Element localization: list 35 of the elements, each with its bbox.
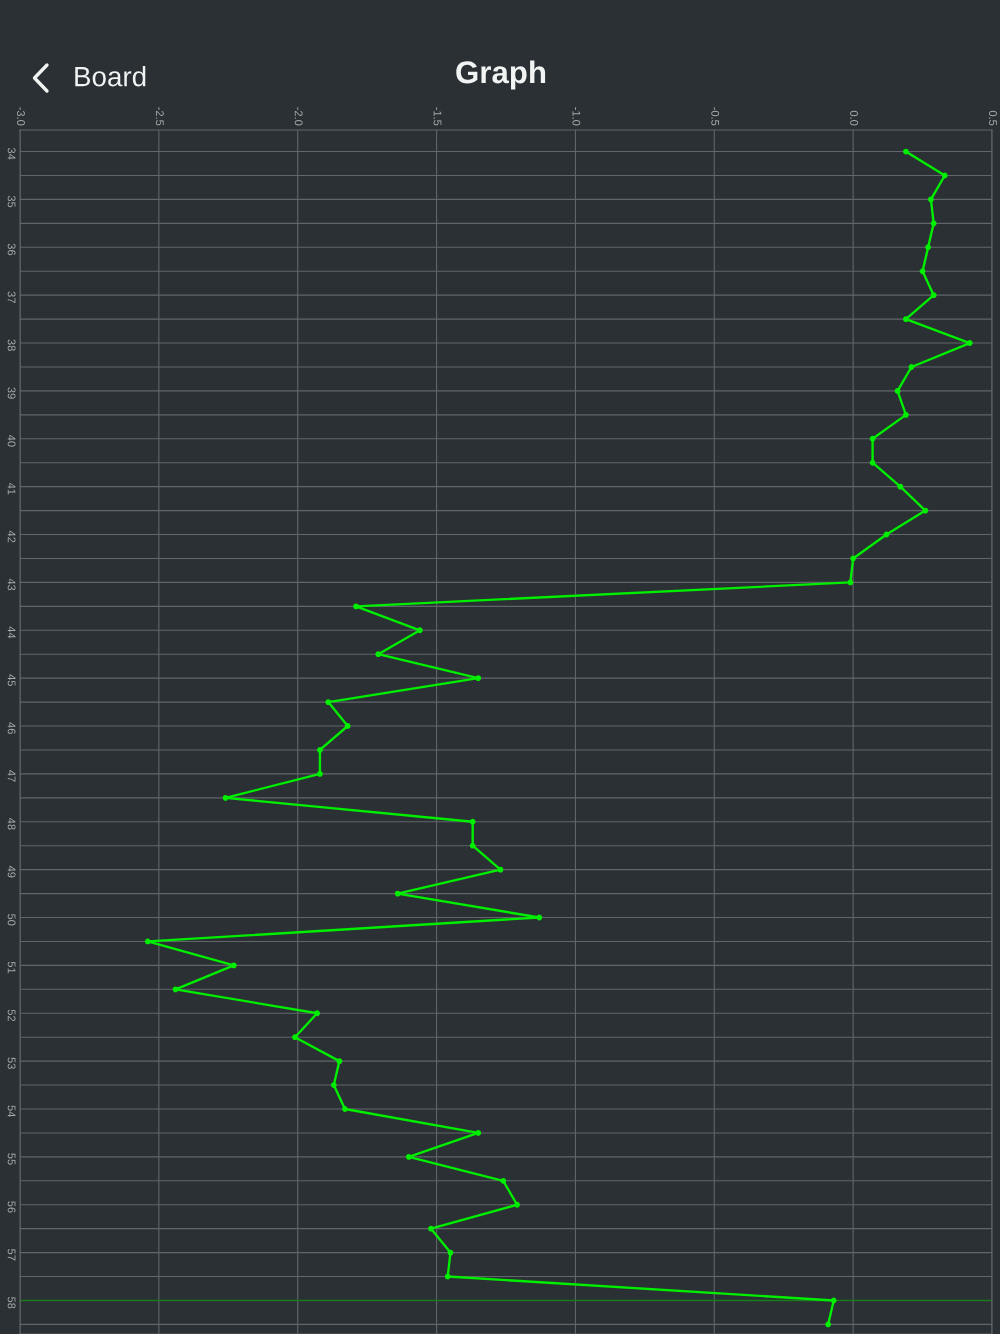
y-tick-label: 37 — [7, 291, 16, 303]
x-tick-label: -0.5 — [711, 107, 720, 126]
x-tick-label: 0.0 — [850, 110, 859, 126]
y-tick-label: 36 — [7, 243, 16, 256]
text: Board — [75, 66, 146, 87]
x-tick-label: -2.0 — [294, 107, 303, 126]
y-tick-label: 40 — [7, 435, 16, 447]
x-tick-label: -3.0 — [17, 107, 25, 126]
y-tick-label: 41 — [7, 482, 16, 495]
y-tick-label: 49 — [7, 865, 16, 878]
y-tick-label: 52 — [7, 1009, 16, 1022]
y-tick-label: 55 — [7, 1153, 16, 1165]
y-tick-label: 54 — [7, 1105, 16, 1118]
y-tick-label: 46 — [7, 722, 16, 734]
y-tick-label: 48 — [7, 817, 16, 830]
y-tick-label: 56 — [7, 1201, 16, 1213]
y-tick-label: 42 — [7, 530, 16, 543]
y-tick-label: 51 — [7, 961, 16, 974]
y-tick-label: 47 — [7, 770, 16, 782]
y-tick-label: 34 — [7, 147, 16, 160]
y-tick-label: 58 — [7, 1296, 16, 1309]
y-tick-label: 43 — [7, 578, 16, 591]
y-tick-label: 50 — [7, 913, 16, 926]
y-tick-label: 44 — [7, 626, 16, 639]
x-tick-label: -1.0 — [572, 107, 581, 126]
y-tick-label: 45 — [7, 674, 16, 687]
chart-title: Graph — [456, 60, 546, 90]
y-tick-label: 35 — [7, 195, 16, 208]
x-tick-label: 0.5 — [989, 110, 997, 126]
y-tick-label: 39 — [7, 387, 16, 399]
x-tick-label: -1.5 — [433, 107, 442, 126]
x-tick-label: -2.5 — [155, 107, 164, 126]
y-tick-label: 38 — [7, 339, 16, 351]
y-tick-label: 57 — [7, 1249, 16, 1261]
y-tick-label: 53 — [7, 1057, 16, 1069]
